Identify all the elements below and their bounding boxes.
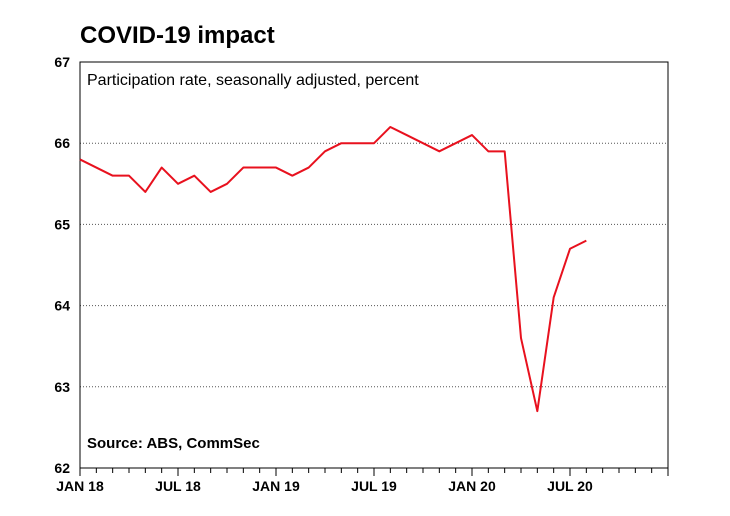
y-tick-label: 64 — [54, 298, 70, 314]
chart-source: Source: ABS, CommSec — [87, 435, 260, 452]
y-tick-label: 66 — [54, 135, 70, 151]
x-tick-label: JUL 19 — [351, 478, 397, 494]
y-tick-labels: 62 63 64 65 66 67 — [54, 54, 70, 476]
chart-subtitle: Participation rate, seasonally adjusted,… — [87, 72, 419, 89]
chart-title: COVID-19 impact — [80, 22, 275, 49]
x-tick-labels: JAN 18 JUL 18 JAN 19 JUL 19 JAN 20 JUL 20 — [56, 478, 593, 494]
y-tick-label: 63 — [54, 379, 70, 395]
y-tick-label: 62 — [54, 460, 70, 476]
x-tick-marks — [79, 468, 669, 476]
x-tick-label: JUL 18 — [155, 478, 201, 494]
plot-frame — [79, 61, 669, 469]
x-tick-label: JAN 19 — [252, 478, 300, 494]
series-line-participation-rate — [79, 125, 587, 413]
x-tick-label: JAN 18 — [56, 478, 104, 494]
y-tick-label: 65 — [54, 216, 70, 232]
gridlines — [80, 142, 668, 388]
y-tick-label: 67 — [54, 54, 70, 70]
x-tick-label: JUL 20 — [547, 478, 593, 494]
x-tick-label: JAN 20 — [448, 478, 496, 494]
